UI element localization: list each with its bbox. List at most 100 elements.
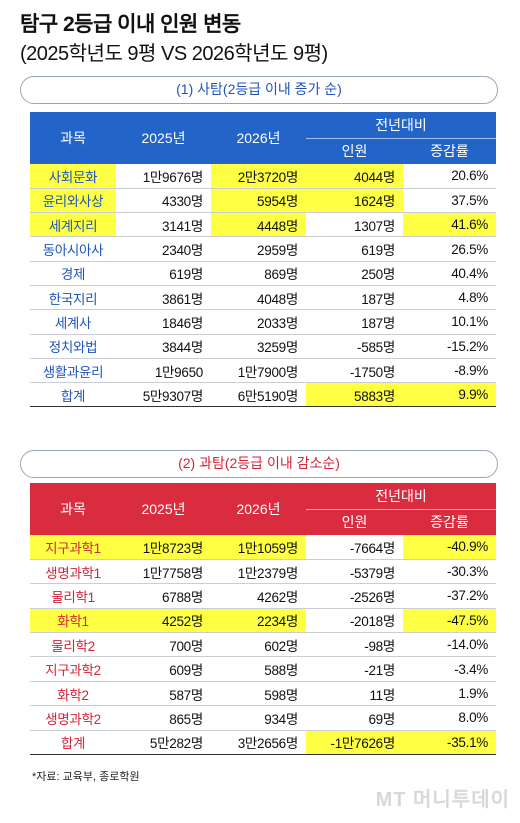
value-2026-cell: 869명 xyxy=(211,261,306,286)
value-2026-cell: 4448명 xyxy=(211,212,306,238)
value-2026-cell: 588명 xyxy=(211,656,306,682)
rate-cell: -47.5% xyxy=(403,608,496,634)
rate-cell: -37.2% xyxy=(403,583,496,609)
diff-cell: -585명 xyxy=(306,334,403,359)
value-2026-cell: 4048명 xyxy=(211,285,306,311)
diff-cell: 1624명 xyxy=(306,188,403,214)
value-2025-cell: 5만9307명 xyxy=(116,382,211,408)
rate-cell: 10.1% xyxy=(403,309,496,335)
value-2026-cell: 3259명 xyxy=(211,334,306,359)
value-2025-cell: 609명 xyxy=(116,656,211,682)
rate-cell: -14.0% xyxy=(403,632,496,658)
diff-cell: 619명 xyxy=(306,236,403,262)
subject-cell: 동아시아사 xyxy=(30,236,116,262)
value-2026-cell: 934명 xyxy=(211,705,306,731)
value-2026-cell: 1만1059명 xyxy=(211,535,306,560)
header-people: 인원 xyxy=(306,508,403,535)
total-row: 합계 5만9307명 6만5190명 5883명 9.9% xyxy=(30,382,496,408)
rate-cell: 41.6% xyxy=(403,212,496,238)
page-title: 탐구 2등급 이내 인원 변동 xyxy=(20,13,241,36)
header-rate: 증감률 xyxy=(403,137,496,164)
header-people: 인원 xyxy=(306,137,403,164)
value-2025-cell: 587명 xyxy=(116,681,211,707)
table-row: 정치와법 3844명 3259명 -585명 -15.2% xyxy=(30,334,496,359)
header-yoy: 전년대비 xyxy=(306,483,496,509)
diff-cell: 4044명 xyxy=(306,164,403,189)
rate-cell: 9.9% xyxy=(403,382,496,408)
value-2026-cell: 5954명 xyxy=(211,188,306,214)
subject-cell: 화학1 xyxy=(30,608,116,634)
table-row: 동아시아사 2340명 2959명 619명 26.5% xyxy=(30,236,496,262)
header-rate: 증감률 xyxy=(403,508,496,535)
header-2026: 2026년 xyxy=(211,483,306,535)
value-2025-cell: 700명 xyxy=(116,632,211,658)
table-row: 세계사 1846명 2033명 187명 10.1% xyxy=(30,309,496,335)
subject-cell: 물리학2 xyxy=(30,632,116,658)
header-2025: 2025년 xyxy=(116,112,211,164)
subject-cell: 윤리와사상 xyxy=(30,188,116,214)
value-2025-cell: 1만9650 xyxy=(116,358,211,384)
header-yoy: 전년대비 xyxy=(306,112,496,138)
rate-cell: 37.5% xyxy=(403,188,496,214)
diff-cell: 250명 xyxy=(306,261,403,286)
total-row: 합계 5만282명 3만2656명 -1만7626명 -35.1% xyxy=(30,729,496,756)
subject-cell: 경제 xyxy=(30,261,116,286)
subject-cell: 세계사 xyxy=(30,309,116,335)
diff-cell: -98명 xyxy=(306,632,403,658)
diff-cell: -1750명 xyxy=(306,358,403,384)
header-2026: 2026년 xyxy=(211,112,306,164)
rate-cell: -3.4% xyxy=(403,656,496,682)
diff-cell: 187명 xyxy=(306,285,403,311)
diff-cell: -7664명 xyxy=(306,535,403,560)
table-row: 경제 619명 869명 250명 40.4% xyxy=(30,261,496,286)
table-row: 화학1 4252명 2234명 -2018명 -47.5% xyxy=(30,608,496,634)
value-2026-cell: 1만7900명 xyxy=(211,358,306,384)
value-2025-cell: 4330명 xyxy=(116,188,211,214)
value-2025-cell: 865명 xyxy=(116,705,211,731)
rate-cell: 20.6% xyxy=(403,164,496,189)
value-2025-cell: 1만9676명 xyxy=(116,164,211,189)
value-2025-cell: 1846명 xyxy=(116,309,211,335)
diff-cell: -5379명 xyxy=(306,559,403,585)
value-2025-cell: 1만8723명 xyxy=(116,535,211,560)
diff-cell: -2018명 xyxy=(306,608,403,634)
diff-cell: 11명 xyxy=(306,681,403,707)
diff-cell: 187명 xyxy=(306,309,403,335)
science-table: 과목 2025년 2026년 전년대비 인원 증감률 지구과학1 1만8723명 1… xyxy=(30,483,496,756)
diff-cell: 5883명 xyxy=(306,382,403,408)
table-row: 지구과학2 609명 588명 -21명 -3.4% xyxy=(30,656,496,682)
rate-cell: 4.8% xyxy=(403,285,496,311)
subject-cell: 한국지리 xyxy=(30,285,116,311)
subject-cell: 지구과학2 xyxy=(30,656,116,682)
header-subject: 과목 xyxy=(30,112,116,164)
value-2026-cell: 2033명 xyxy=(211,309,306,335)
value-2025-cell: 5만282명 xyxy=(116,729,211,756)
subject-cell: 합계 xyxy=(30,729,116,756)
value-2025-cell: 2340명 xyxy=(116,236,211,262)
subject-cell: 생명과학2 xyxy=(30,705,116,731)
subject-cell: 지구과학1 xyxy=(30,535,116,560)
rate-cell: -35.1% xyxy=(403,729,496,756)
table-row: 물리학2 700명 602명 -98명 -14.0% xyxy=(30,632,496,658)
header-2025: 2025년 xyxy=(116,483,211,535)
social-caption: (1) 사탐(2등급 이내 증가 순) xyxy=(20,76,498,104)
value-2025-cell: 1만7758명 xyxy=(116,559,211,585)
table-row: 화학2 587명 598명 11명 1.9% xyxy=(30,681,496,707)
value-2026-cell: 1만2379명 xyxy=(211,559,306,585)
table-row: 생명과학2 865명 934명 69명 8.0% xyxy=(30,705,496,731)
table-row: 생활과윤리 1만9650 1만7900명 -1750명 -8.9% xyxy=(30,358,496,384)
rate-cell: -40.9% xyxy=(403,535,496,560)
subject-cell: 생명과학1 xyxy=(30,559,116,585)
rate-cell: -30.3% xyxy=(403,559,496,585)
rate-cell: 8.0% xyxy=(403,705,496,731)
value-2026-cell: 2234명 xyxy=(211,608,306,634)
value-2025-cell: 4252명 xyxy=(116,608,211,634)
diff-cell: 69명 xyxy=(306,705,403,731)
subject-cell: 정치와법 xyxy=(30,334,116,359)
rate-cell: 1.9% xyxy=(403,681,496,707)
diff-cell: -1만7626명 xyxy=(306,729,403,756)
table-row: 윤리와사상 4330명 5954명 1624명 37.5% xyxy=(30,188,496,214)
subject-cell: 화학2 xyxy=(30,681,116,707)
value-2026-cell: 3만2656명 xyxy=(211,729,306,756)
watermark-logo: MT 머니투데이 xyxy=(375,789,510,811)
